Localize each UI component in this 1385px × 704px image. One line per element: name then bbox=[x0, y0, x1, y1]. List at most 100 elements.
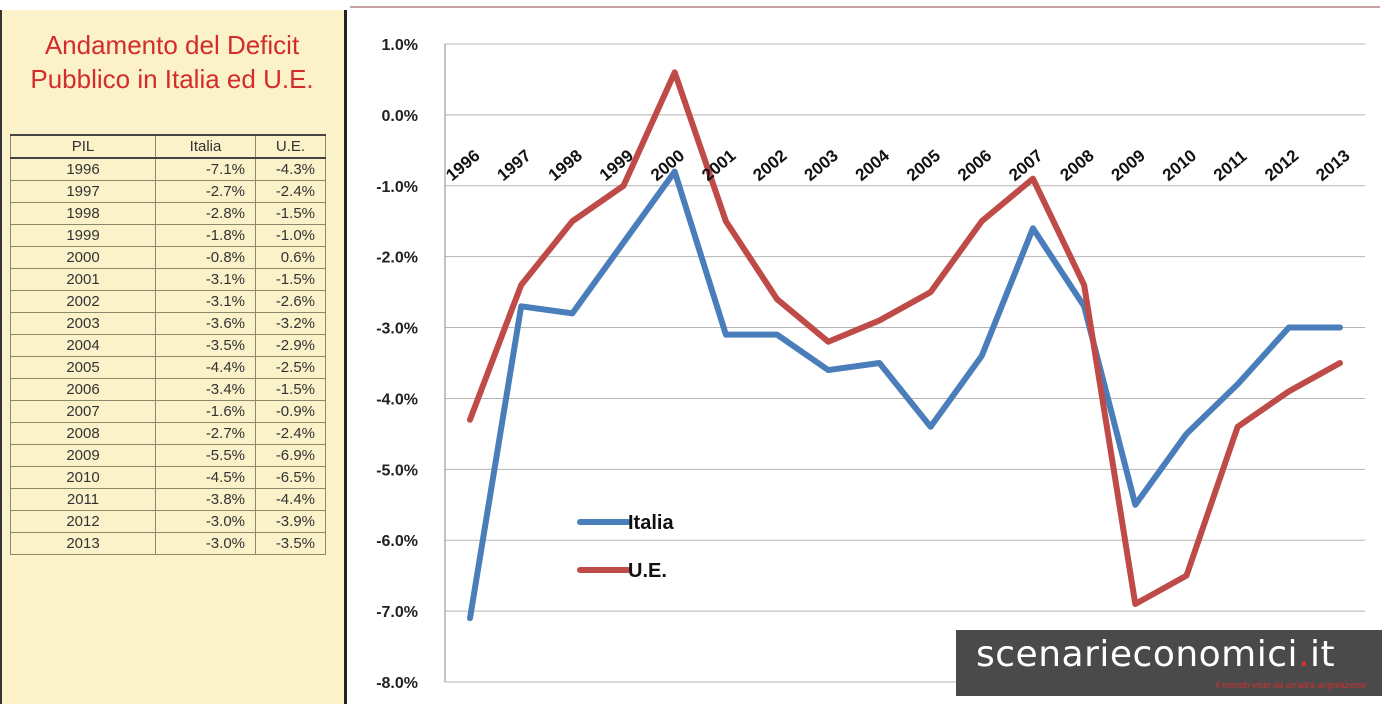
year-cell: 2004 bbox=[10, 334, 156, 357]
x-tick-label: 1997 bbox=[494, 146, 535, 185]
italia-cell: -3.1% bbox=[155, 268, 256, 291]
italia-cell: -5.5% bbox=[155, 444, 256, 467]
year-cell: 2012 bbox=[10, 510, 156, 533]
data-table: PIL Italia U.E. 1996 -7.1% -4.3% 1997 -2.7% -… bbox=[10, 134, 326, 555]
table-row: 2010 -4.5% -6.5% bbox=[10, 466, 326, 489]
x-tick-label: 1998 bbox=[545, 146, 586, 185]
year-cell: 1996 bbox=[10, 157, 156, 181]
top-rule bbox=[350, 6, 1380, 8]
x-tick-label: 2007 bbox=[1005, 146, 1046, 185]
header-italia: Italia bbox=[155, 134, 256, 159]
year-cell: 2001 bbox=[10, 268, 156, 291]
italia-cell: -3.5% bbox=[155, 334, 256, 357]
italia-cell: -3.0% bbox=[155, 532, 256, 555]
italia-cell: -3.8% bbox=[155, 488, 256, 511]
x-tick-label: 1996 bbox=[442, 146, 483, 185]
series-line-ue bbox=[467, 69, 1343, 608]
ue-cell: -0.9% bbox=[255, 400, 326, 423]
ue-cell: -2.4% bbox=[255, 422, 326, 445]
year-cell: 1998 bbox=[10, 202, 156, 225]
ue-cell: -2.6% bbox=[255, 290, 326, 313]
x-tick-label: 2006 bbox=[954, 146, 995, 185]
year-cell: 1999 bbox=[10, 224, 156, 247]
italia-cell: -4.4% bbox=[155, 356, 256, 379]
table-row: 2006 -3.4% -1.5% bbox=[10, 378, 326, 401]
italia-cell: -4.5% bbox=[155, 466, 256, 489]
table-header-row: PIL Italia U.E. bbox=[10, 134, 326, 159]
table-row: 2007 -1.6% -0.9% bbox=[10, 400, 326, 423]
y-tick-label: -1.0% bbox=[376, 179, 418, 196]
table-row: 2011 -3.8% -4.4% bbox=[10, 488, 326, 511]
ue-cell: -2.9% bbox=[255, 334, 326, 357]
data-table-panel: Andamento del Deficit Pubblico in Italia… bbox=[0, 10, 347, 704]
italia-cell: -3.6% bbox=[155, 312, 256, 335]
y-tick-label: -5.0% bbox=[376, 462, 418, 479]
italia-cell: -3.1% bbox=[155, 290, 256, 313]
y-tick-label: 1.0% bbox=[382, 37, 418, 54]
ue-cell: -1.5% bbox=[255, 202, 326, 225]
ue-cell: -3.9% bbox=[255, 510, 326, 533]
table-row: 1999 -1.8% -1.0% bbox=[10, 224, 326, 247]
italia-cell: -0.8% bbox=[155, 246, 256, 269]
table-row: 2005 -4.4% -2.5% bbox=[10, 356, 326, 379]
ue-cell: -1.0% bbox=[255, 224, 326, 247]
year-cell: 2006 bbox=[10, 378, 156, 401]
table-row: 1997 -2.7% -2.4% bbox=[10, 180, 326, 203]
logo-tagline: Il mondo visto da un'altra angolazione bbox=[1215, 680, 1366, 690]
year-cell: 2005 bbox=[10, 356, 156, 379]
x-tick-label: 2009 bbox=[1108, 146, 1149, 185]
x-tick-label: 2004 bbox=[852, 146, 894, 185]
italia-cell: -3.0% bbox=[155, 510, 256, 533]
table-title-line1: Andamento del Deficit bbox=[44, 30, 300, 60]
deficit-line-chart: 1.0% 0.0% -1.0% -2.0% -3.0% -4.0% -5.0% -6.0% -7… bbox=[376, 37, 1365, 692]
year-cell: 2009 bbox=[10, 444, 156, 467]
logo-tld: it bbox=[1310, 634, 1336, 675]
ue-cell: -2.5% bbox=[255, 356, 326, 379]
legend-label: U.E. bbox=[628, 560, 667, 582]
logo-name: scenarieconomici bbox=[976, 634, 1299, 675]
x-tick-label: 2010 bbox=[1159, 146, 1200, 185]
y-tick-label: -6.0% bbox=[376, 533, 418, 550]
italia-cell: -7.1% bbox=[155, 157, 256, 181]
logo-dot: . bbox=[1298, 634, 1311, 675]
year-cell: 2007 bbox=[10, 400, 156, 423]
x-tick-label: 2012 bbox=[1261, 146, 1302, 185]
x-tick-label: 2003 bbox=[801, 146, 842, 185]
italia-cell: -3.4% bbox=[155, 378, 256, 401]
ue-cell: -6.9% bbox=[255, 444, 326, 467]
ue-cell: -1.5% bbox=[255, 378, 326, 401]
table-row: 2013 -3.0% -3.5% bbox=[10, 532, 326, 555]
x-tick-label: 2011 bbox=[1210, 147, 1250, 185]
logo-wordmark: scenarieconomici.it bbox=[976, 634, 1335, 675]
table-row: 2002 -3.1% -2.6% bbox=[10, 290, 326, 313]
italia-cell: -2.7% bbox=[155, 180, 256, 203]
site-logo: scenarieconomici.it Il mondo visto da un… bbox=[956, 630, 1382, 696]
ue-cell: -3.5% bbox=[255, 532, 326, 555]
year-cell: 2003 bbox=[10, 312, 156, 335]
year-cell: 2010 bbox=[10, 466, 156, 489]
table-row: 2009 -5.5% -6.9% bbox=[10, 444, 326, 467]
year-cell: 2013 bbox=[10, 532, 156, 555]
y-tick-label: -7.0% bbox=[376, 604, 418, 621]
italia-cell: -2.8% bbox=[155, 202, 256, 225]
y-tick-label: -2.0% bbox=[376, 250, 418, 267]
table-row: 2003 -3.6% -3.2% bbox=[10, 312, 326, 335]
table-title: Andamento del Deficit Pubblico in Italia… bbox=[2, 28, 342, 96]
ue-cell: -3.2% bbox=[255, 312, 326, 335]
table-row: 1998 -2.8% -1.5% bbox=[10, 202, 326, 225]
x-tick-label: 2008 bbox=[1056, 146, 1097, 185]
ue-cell: -4.3% bbox=[255, 157, 326, 181]
year-cell: 2008 bbox=[10, 422, 156, 445]
x-tick-label: 2002 bbox=[749, 146, 790, 185]
header-pil: PIL bbox=[10, 134, 156, 159]
ue-cell: -6.5% bbox=[255, 466, 326, 489]
ue-cell: -4.4% bbox=[255, 488, 326, 511]
x-tick-label: 2013 bbox=[1312, 146, 1353, 185]
table-row: 2012 -3.0% -3.9% bbox=[10, 510, 326, 533]
table-row: 2000 -0.8% 0.6% bbox=[10, 246, 326, 269]
x-tick-label: 2005 bbox=[903, 146, 944, 185]
y-tick-label: 0.0% bbox=[382, 108, 418, 125]
header-ue: U.E. bbox=[255, 134, 326, 159]
table-row: 1996 -7.1% -4.3% bbox=[10, 157, 326, 181]
italia-cell: -1.8% bbox=[155, 224, 256, 247]
